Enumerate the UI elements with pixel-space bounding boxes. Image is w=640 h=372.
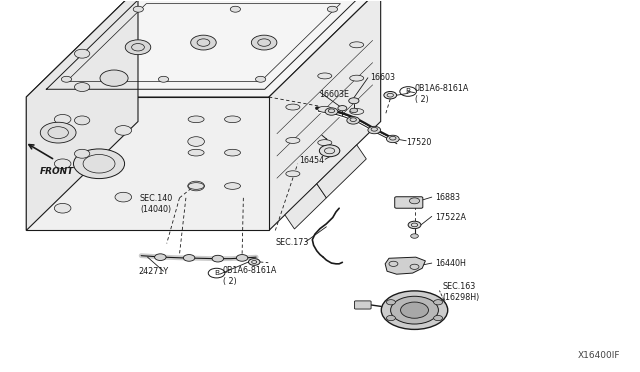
Circle shape: [155, 254, 166, 260]
Circle shape: [325, 108, 338, 115]
Circle shape: [381, 291, 448, 330]
Circle shape: [319, 145, 340, 157]
Circle shape: [159, 76, 169, 82]
Text: 16883: 16883: [435, 193, 460, 202]
Circle shape: [54, 159, 71, 169]
Circle shape: [411, 234, 419, 238]
Ellipse shape: [349, 75, 364, 81]
Circle shape: [434, 315, 443, 321]
Circle shape: [125, 40, 151, 55]
Circle shape: [74, 83, 90, 92]
Ellipse shape: [318, 106, 332, 112]
Text: FRONT: FRONT: [40, 167, 74, 176]
Text: SEC.173: SEC.173: [275, 238, 308, 247]
Text: 17520: 17520: [406, 138, 431, 147]
Circle shape: [350, 108, 358, 113]
Polygon shape: [285, 184, 326, 229]
Ellipse shape: [225, 183, 241, 189]
Circle shape: [434, 300, 443, 305]
Circle shape: [252, 35, 277, 50]
Circle shape: [188, 181, 204, 191]
Circle shape: [54, 115, 71, 124]
Polygon shape: [26, 97, 269, 231]
Text: 16603E: 16603E: [319, 90, 349, 99]
Ellipse shape: [188, 183, 204, 189]
FancyBboxPatch shape: [355, 301, 371, 309]
Text: 24271Y: 24271Y: [138, 267, 168, 276]
Polygon shape: [26, 0, 138, 231]
Ellipse shape: [225, 149, 241, 156]
Text: B: B: [406, 89, 411, 94]
Ellipse shape: [188, 149, 204, 156]
Circle shape: [188, 137, 204, 146]
Circle shape: [347, 117, 360, 124]
Circle shape: [410, 198, 420, 204]
Text: 0B1A6-8161A
( 2): 0B1A6-8161A ( 2): [415, 84, 469, 104]
Circle shape: [349, 98, 359, 104]
FancyBboxPatch shape: [395, 197, 423, 208]
Circle shape: [387, 300, 396, 305]
Circle shape: [327, 6, 337, 12]
Polygon shape: [317, 145, 366, 198]
Circle shape: [74, 149, 90, 158]
Circle shape: [115, 126, 132, 135]
Circle shape: [212, 255, 223, 262]
Circle shape: [248, 259, 260, 265]
Circle shape: [74, 49, 90, 58]
Circle shape: [133, 6, 143, 12]
Text: 17522A: 17522A: [435, 213, 466, 222]
Polygon shape: [269, 0, 381, 231]
Circle shape: [183, 254, 195, 261]
Text: SEC.163
(16298H): SEC.163 (16298H): [443, 282, 480, 302]
Ellipse shape: [318, 73, 332, 79]
Circle shape: [74, 149, 125, 179]
Circle shape: [236, 254, 248, 261]
Polygon shape: [26, 0, 381, 97]
Text: SEC.140
(14040): SEC.140 (14040): [140, 194, 173, 214]
Text: 16440H: 16440H: [435, 259, 466, 268]
Text: 16454: 16454: [300, 155, 324, 164]
Ellipse shape: [286, 104, 300, 110]
Ellipse shape: [286, 171, 300, 177]
Circle shape: [40, 122, 76, 143]
Ellipse shape: [349, 42, 364, 48]
Circle shape: [401, 302, 428, 318]
Text: X16400IF: X16400IF: [578, 351, 620, 360]
Circle shape: [338, 106, 347, 111]
Circle shape: [384, 92, 397, 99]
Circle shape: [368, 126, 381, 134]
Circle shape: [255, 76, 266, 82]
Circle shape: [61, 76, 72, 82]
Ellipse shape: [349, 109, 364, 115]
Circle shape: [54, 203, 71, 213]
Circle shape: [387, 315, 396, 321]
Circle shape: [115, 192, 132, 202]
Circle shape: [191, 35, 216, 50]
Circle shape: [230, 6, 241, 12]
Circle shape: [100, 70, 128, 86]
Ellipse shape: [286, 137, 300, 143]
Circle shape: [390, 296, 438, 324]
Text: 0B1A6-8161A
( 2): 0B1A6-8161A ( 2): [223, 266, 277, 286]
Ellipse shape: [318, 140, 332, 145]
Circle shape: [408, 221, 421, 229]
Polygon shape: [385, 257, 426, 274]
Ellipse shape: [188, 116, 204, 123]
Text: 16603: 16603: [370, 73, 395, 82]
Ellipse shape: [225, 116, 241, 123]
Circle shape: [74, 116, 90, 125]
Circle shape: [387, 135, 399, 142]
Text: B: B: [214, 270, 219, 276]
